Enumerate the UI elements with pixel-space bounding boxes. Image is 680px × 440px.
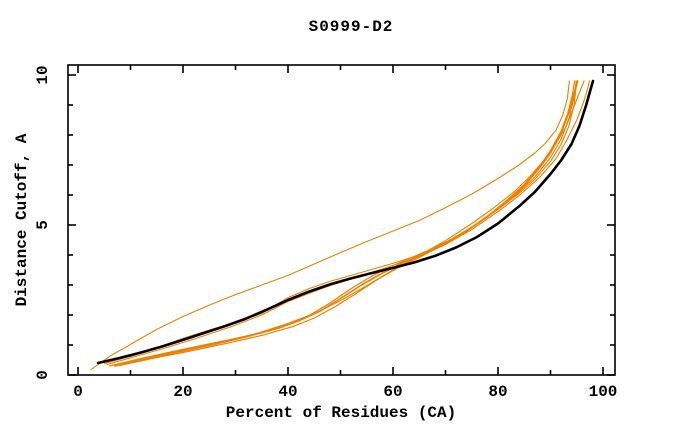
plot-frame [67,64,616,376]
x-tick-label: 20 [173,383,192,401]
y-tick-label: 10 [34,65,52,84]
x-axis-title: Percent of Residues (CA) [225,404,457,422]
x-tick-label: 60 [383,383,402,401]
x-tick-label: 0 [73,383,83,401]
curve-model-3 [106,80,590,366]
curve-model-1-high-outlier [90,80,570,371]
y-tick-label: 0 [34,370,52,380]
curve-model-4 [108,80,577,367]
curve-model-2 [103,80,578,365]
curve-model-5 [114,80,579,367]
curve-reference-black-curve [96,79,595,365]
x-tick-label: 100 [589,383,618,401]
chart-title: S0999-D2 [308,18,394,36]
x-tick-label: 40 [278,383,297,401]
x-tick-label: 80 [488,383,507,401]
curve-model-6 [119,80,576,366]
y-tick-label: 5 [34,220,52,230]
curve-model-7 [124,80,585,364]
